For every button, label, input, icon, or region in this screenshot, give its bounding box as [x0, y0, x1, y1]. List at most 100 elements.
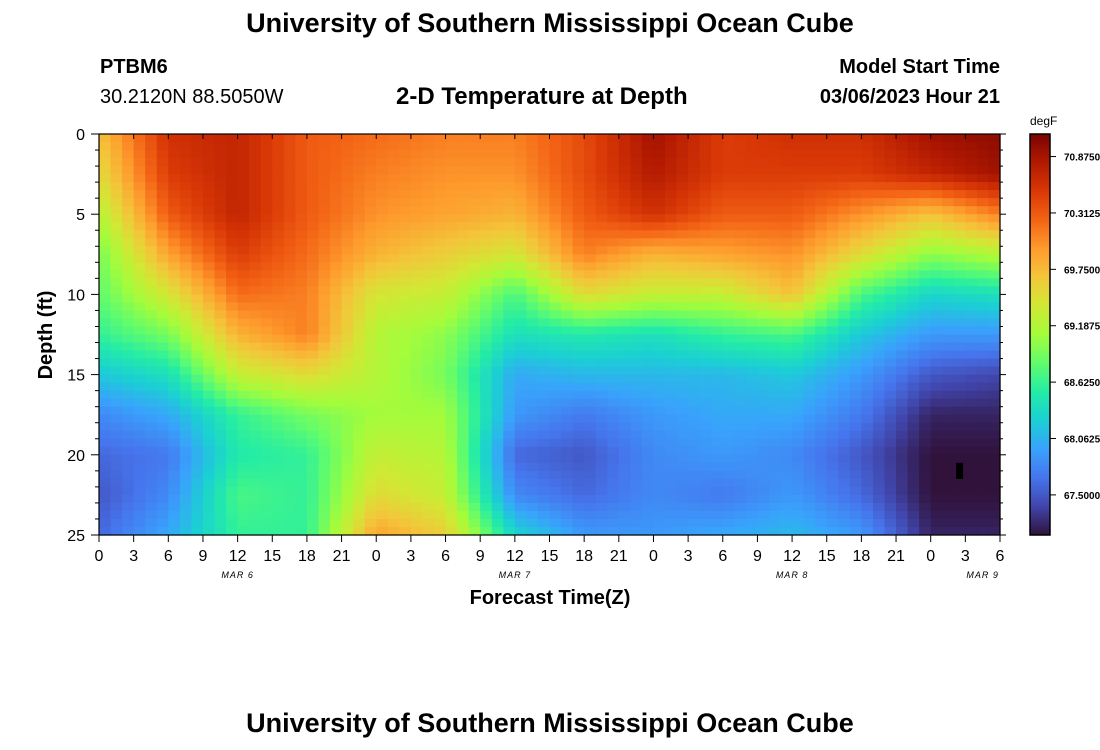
- heatmap-cell: [595, 286, 608, 295]
- heatmap-cell: [99, 190, 112, 199]
- heatmap-cell: [572, 350, 585, 360]
- heatmap-cell: [295, 158, 308, 167]
- heatmap-cell: [341, 158, 354, 167]
- heatmap-cell: [283, 214, 296, 223]
- heatmap-cell: [433, 214, 447, 223]
- heatmap-cell: [607, 334, 620, 344]
- heatmap-cell: [387, 438, 400, 448]
- heatmap-cell: [976, 366, 990, 376]
- x-tick-label: 12: [783, 548, 801, 565]
- heatmap-cell: [445, 190, 458, 199]
- footer-title: University of Southern Mississippi Ocean…: [246, 708, 854, 738]
- heatmap-cell: [99, 302, 112, 312]
- heatmap-cell: [272, 390, 285, 400]
- heatmap-cell: [699, 238, 712, 247]
- heatmap-cell: [457, 318, 470, 328]
- heatmap-cell: [433, 262, 447, 271]
- heatmap-cell: [872, 334, 886, 344]
- heatmap-cell: [641, 414, 655, 424]
- heatmap-cell: [618, 502, 631, 512]
- heatmap-cell: [884, 406, 897, 416]
- heatmap-cell: [745, 254, 759, 263]
- heatmap-cell: [468, 334, 481, 344]
- heatmap-cell: [826, 366, 839, 376]
- heatmap-cell: [376, 134, 389, 143]
- heatmap-cell: [122, 214, 135, 223]
- heatmap-cell: [630, 454, 643, 464]
- heatmap-cell: [757, 238, 770, 247]
- heatmap-cell: [838, 286, 851, 295]
- heatmap-cell: [457, 174, 470, 183]
- heatmap-cell: [722, 150, 735, 159]
- heatmap-cell: [884, 222, 897, 231]
- heatmap-cell: [445, 270, 458, 279]
- heatmap-cell: [214, 422, 227, 432]
- heatmap-cell: [295, 142, 308, 151]
- heatmap-cell: [618, 310, 631, 320]
- heatmap-cell: [988, 374, 1001, 384]
- heatmap-cell: [734, 150, 747, 159]
- heatmap-cell: [318, 270, 331, 279]
- heatmap-cell: [306, 270, 320, 279]
- heatmap-cell: [156, 166, 169, 175]
- heatmap-cell: [191, 134, 204, 143]
- heatmap-cell: [803, 526, 816, 536]
- heatmap-cell: [353, 382, 366, 392]
- heatmap-cell: [272, 342, 285, 352]
- heatmap-cell: [711, 390, 724, 400]
- heatmap-cell: [630, 326, 643, 336]
- heatmap-cell: [295, 190, 308, 199]
- heatmap-cell: [410, 350, 424, 360]
- heatmap-cell: [953, 318, 966, 328]
- heatmap-cell: [572, 158, 585, 167]
- heatmap-cell: [122, 502, 135, 512]
- heatmap-cell: [780, 222, 793, 231]
- heatmap-cell: [976, 446, 990, 456]
- heatmap-cell: [745, 518, 759, 528]
- heatmap-cell: [99, 502, 112, 512]
- heatmap-cell: [306, 222, 320, 231]
- heatmap-cell: [745, 270, 759, 279]
- heatmap-cell: [665, 214, 678, 223]
- heatmap-cell: [618, 518, 631, 528]
- heatmap-cell: [676, 262, 689, 271]
- heatmap-cell: [988, 414, 1001, 424]
- heatmap-cell: [988, 214, 1001, 223]
- heatmap-cell: [757, 518, 770, 528]
- heatmap-cell: [711, 510, 724, 520]
- heatmap-cell: [699, 174, 712, 183]
- heatmap-cell: [283, 486, 296, 496]
- heatmap-cell: [237, 414, 250, 424]
- heatmap-cell: [861, 398, 874, 408]
- heatmap-cell: [919, 222, 932, 231]
- heatmap-cell: [376, 262, 389, 271]
- heatmap-cell: [122, 486, 135, 496]
- heatmap-cell: [202, 366, 216, 376]
- heatmap-cell: [618, 134, 631, 143]
- heatmap-cell: [919, 310, 932, 320]
- heatmap-cell: [838, 310, 851, 320]
- heatmap-cell: [99, 446, 112, 456]
- heatmap-cell: [503, 142, 516, 151]
- heatmap-cell: [457, 478, 470, 488]
- heatmap-cell: [561, 502, 574, 512]
- heatmap-cell: [549, 238, 562, 247]
- colorbar-unit: degF: [1030, 114, 1057, 128]
- heatmap-cell: [341, 422, 354, 432]
- heatmap-cell: [861, 478, 874, 488]
- heatmap-cell: [283, 262, 296, 271]
- heatmap-cell: [584, 518, 597, 528]
- heatmap-cell: [353, 158, 366, 167]
- heatmap-cell: [341, 270, 354, 279]
- heatmap-cell: [330, 286, 343, 295]
- heatmap-cell: [826, 374, 839, 384]
- heatmap-cell: [168, 502, 181, 512]
- heatmap-cell: [202, 414, 216, 424]
- heatmap-cell: [191, 222, 204, 231]
- heatmap-cell: [249, 358, 262, 368]
- heatmap-cell: [849, 190, 862, 199]
- heatmap-cell: [480, 158, 493, 167]
- heatmap-cell: [803, 262, 816, 271]
- heatmap-cell: [226, 134, 239, 143]
- heatmap-cell: [792, 174, 805, 183]
